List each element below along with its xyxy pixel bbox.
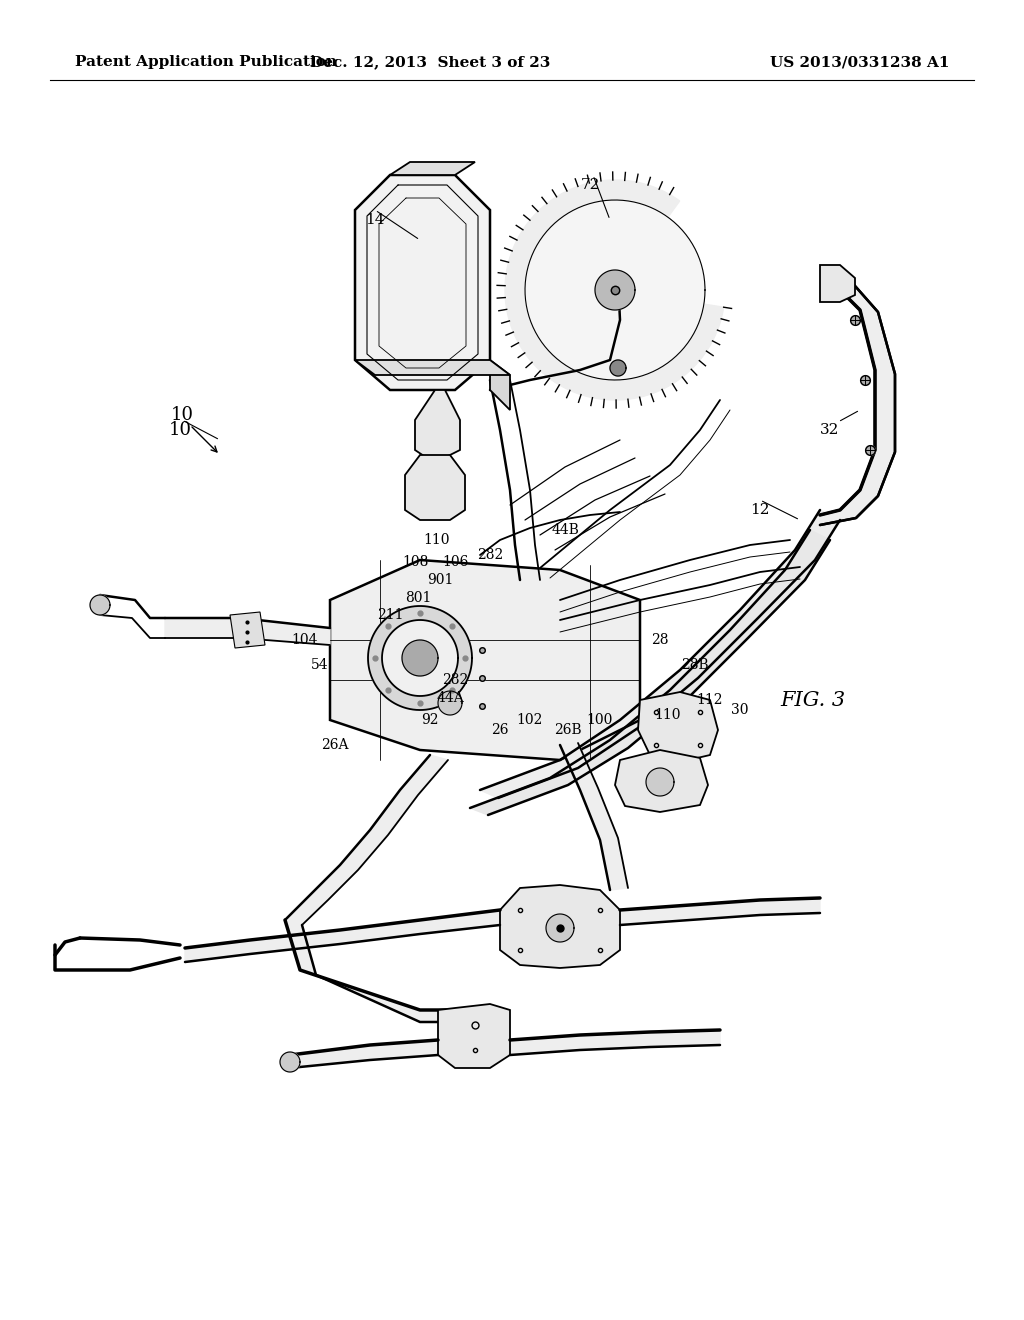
Text: Dec. 12, 2013  Sheet 3 of 23: Dec. 12, 2013 Sheet 3 of 23 bbox=[310, 55, 550, 69]
Text: 32: 32 bbox=[820, 422, 840, 437]
Polygon shape bbox=[615, 750, 708, 812]
Polygon shape bbox=[470, 531, 830, 814]
Polygon shape bbox=[285, 755, 449, 925]
Text: 112: 112 bbox=[696, 693, 723, 708]
Text: 110: 110 bbox=[424, 533, 451, 546]
Text: 10: 10 bbox=[169, 421, 191, 440]
Polygon shape bbox=[90, 595, 110, 615]
Text: 106: 106 bbox=[441, 554, 468, 569]
Text: 92: 92 bbox=[421, 713, 438, 727]
Polygon shape bbox=[185, 909, 500, 962]
Polygon shape bbox=[610, 360, 626, 376]
Polygon shape bbox=[510, 1030, 720, 1055]
Polygon shape bbox=[330, 560, 640, 760]
Text: 12: 12 bbox=[751, 503, 770, 517]
Text: 44B: 44B bbox=[551, 523, 579, 537]
Polygon shape bbox=[355, 176, 490, 389]
Polygon shape bbox=[560, 743, 628, 890]
Text: 14: 14 bbox=[366, 213, 385, 227]
Text: 211: 211 bbox=[377, 609, 403, 622]
Polygon shape bbox=[595, 271, 635, 310]
Polygon shape bbox=[620, 898, 820, 925]
Polygon shape bbox=[438, 1005, 510, 1068]
Polygon shape bbox=[438, 690, 462, 715]
Polygon shape bbox=[546, 913, 574, 942]
Text: 10: 10 bbox=[171, 407, 194, 424]
Text: 72: 72 bbox=[581, 178, 600, 191]
Polygon shape bbox=[280, 1052, 300, 1072]
Polygon shape bbox=[500, 884, 620, 968]
Text: 110: 110 bbox=[654, 708, 681, 722]
Polygon shape bbox=[490, 360, 510, 411]
Text: 282: 282 bbox=[442, 673, 468, 686]
Text: 26B: 26B bbox=[554, 723, 582, 737]
Text: 100: 100 bbox=[587, 713, 613, 727]
Text: 28: 28 bbox=[651, 634, 669, 647]
Polygon shape bbox=[390, 162, 475, 176]
Text: 30: 30 bbox=[731, 704, 749, 717]
Text: 102: 102 bbox=[517, 713, 543, 727]
Text: 26A: 26A bbox=[322, 738, 349, 752]
Text: 44A: 44A bbox=[436, 690, 464, 705]
Polygon shape bbox=[505, 180, 724, 400]
Text: US 2013/0331238 A1: US 2013/0331238 A1 bbox=[770, 55, 950, 69]
Polygon shape bbox=[820, 265, 855, 302]
Text: 26: 26 bbox=[492, 723, 509, 737]
Polygon shape bbox=[406, 455, 465, 520]
Polygon shape bbox=[525, 201, 705, 380]
Polygon shape bbox=[402, 640, 438, 676]
Polygon shape bbox=[285, 920, 480, 1022]
Polygon shape bbox=[165, 618, 330, 645]
Text: 901: 901 bbox=[427, 573, 454, 587]
Polygon shape bbox=[646, 768, 674, 796]
Text: 108: 108 bbox=[401, 554, 428, 569]
Text: FIG. 3: FIG. 3 bbox=[780, 690, 845, 710]
Text: 282: 282 bbox=[477, 548, 503, 562]
Polygon shape bbox=[290, 1040, 438, 1068]
Text: Patent Application Publication: Patent Application Publication bbox=[75, 55, 337, 69]
Polygon shape bbox=[638, 692, 718, 762]
Polygon shape bbox=[230, 612, 265, 648]
Text: 28B: 28B bbox=[681, 657, 709, 672]
Text: 54: 54 bbox=[311, 657, 329, 672]
Polygon shape bbox=[480, 510, 840, 799]
Text: 104: 104 bbox=[292, 634, 318, 647]
Polygon shape bbox=[415, 389, 460, 459]
Polygon shape bbox=[820, 279, 895, 525]
Text: 801: 801 bbox=[404, 591, 431, 605]
Polygon shape bbox=[355, 360, 510, 375]
Polygon shape bbox=[382, 620, 458, 696]
Polygon shape bbox=[368, 606, 472, 710]
